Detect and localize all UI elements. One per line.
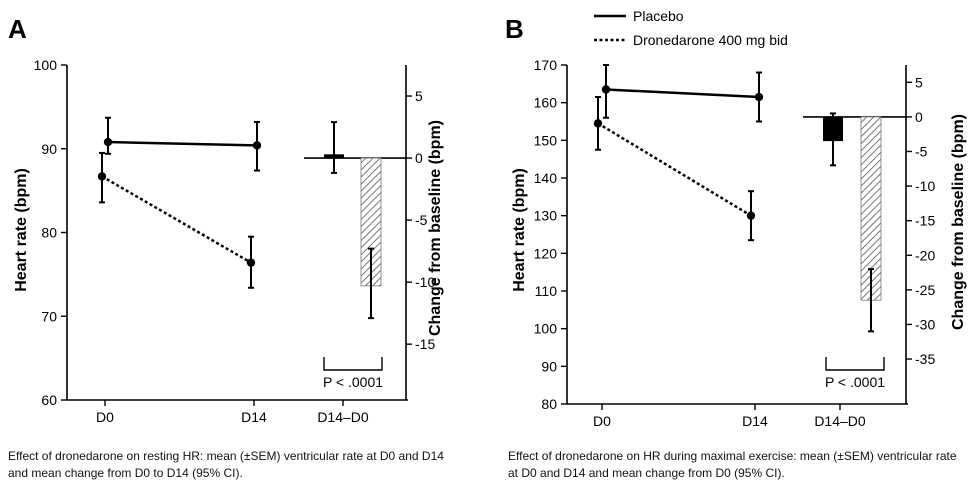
tick-label: D0 xyxy=(593,413,611,429)
panel-a-right-tick-labels: 5 0 -5 -10 -15 xyxy=(415,88,435,352)
tick-label: 100 xyxy=(34,57,58,73)
tick-label: D14 xyxy=(742,413,768,429)
legend-label-placebo: Placebo xyxy=(633,8,684,24)
tick-label: 60 xyxy=(41,392,57,408)
tick-label: 120 xyxy=(534,245,558,261)
tick-label: 5 xyxy=(415,88,423,104)
placebo-line xyxy=(605,88,760,99)
panel-b-right-tick-labels: 5 0 -5 -10 -15 -20 -25 -30 -35 xyxy=(915,74,935,367)
figure-canvas: A Heart rate (bpm) Change from baseline … xyxy=(8,8,967,429)
panel-b-y-axis-title: Heart rate (bpm) xyxy=(511,168,528,292)
tick-label: -5 xyxy=(915,143,928,159)
dronedarone-point xyxy=(593,119,603,128)
panel-a-p-value: P < .0001 xyxy=(323,374,383,390)
tick-label: 80 xyxy=(41,225,57,241)
placebo-point xyxy=(103,137,113,147)
significance-bracket xyxy=(825,357,885,371)
panel-a-y2-axis-title: Change from baseline (bpm) xyxy=(427,120,444,336)
panel-b: B Heart rate (bpm) Change from baseline … xyxy=(505,8,967,429)
panel-a-left-tick-labels: 60 70 80 90 100 xyxy=(34,57,58,408)
dronedarone-line xyxy=(597,122,752,217)
tick-label: 140 xyxy=(534,170,558,186)
tick-label: 90 xyxy=(41,141,57,157)
tick-label: 80 xyxy=(541,396,557,412)
placebo-point xyxy=(754,92,764,102)
tick-label: -25 xyxy=(915,282,935,298)
tick-label: 0 xyxy=(915,109,923,125)
tick-label: -15 xyxy=(415,336,435,352)
tick-label: D14 xyxy=(241,409,267,425)
tick-label: D14–D0 xyxy=(814,413,866,429)
tick-label: -10 xyxy=(415,274,435,290)
panel-b-p-value: P < .0001 xyxy=(825,374,885,390)
tick-label: -10 xyxy=(915,178,935,194)
panel-a: A Heart rate (bpm) Change from baseline … xyxy=(8,14,444,425)
panel-a-caption: Effect of dronedarone on resting HR: mea… xyxy=(8,449,444,480)
tick-label: -30 xyxy=(915,316,935,332)
panel-b-x-tick-labels: D0 D14 D14–D0 xyxy=(593,413,866,429)
tick-label: 160 xyxy=(534,95,558,111)
tick-label: 130 xyxy=(534,208,558,224)
tick-label: 150 xyxy=(534,132,558,148)
panel-a-marks xyxy=(61,64,412,406)
dronedarone-point xyxy=(246,258,256,267)
panel-b-caption: Effect of dronedarone on HR during maxim… xyxy=(508,449,957,480)
tick-label: 0 xyxy=(415,150,423,166)
tick-label: 5 xyxy=(915,74,923,90)
placebo-line xyxy=(107,140,258,147)
tick-label: -35 xyxy=(915,351,935,367)
placebo-point xyxy=(252,141,262,150)
dronedarone-line xyxy=(101,175,252,264)
significance-bracket xyxy=(323,357,383,371)
legend-label-dronedarone: Dronedarone 400 mg bid xyxy=(633,32,788,48)
tick-label: -20 xyxy=(915,247,935,263)
panel-b-marks xyxy=(561,64,912,410)
panel-b-left-tick-labels: 80 90 100 110 120 130 140 150 160 170 xyxy=(534,57,558,412)
panel-b-y2-axis-title: Change from baseline (bpm) xyxy=(950,114,967,330)
panel-a-y-axis-title: Heart rate (bpm) xyxy=(13,168,30,292)
dronedarone-point xyxy=(97,172,107,181)
tick-label: 170 xyxy=(534,57,558,73)
tick-label: D0 xyxy=(96,409,114,425)
tick-label: D14–D0 xyxy=(317,409,369,425)
panel-a-x-tick-labels: D0 D14 D14–D0 xyxy=(96,409,369,425)
tick-label: 70 xyxy=(41,308,57,324)
tick-label: 90 xyxy=(541,358,557,374)
tick-label: -5 xyxy=(415,212,428,228)
tick-label: -15 xyxy=(915,213,935,229)
tick-label: 110 xyxy=(535,283,558,299)
placebo-point xyxy=(601,85,611,94)
legend: Placebo Dronedarone 400 mg bid xyxy=(594,8,788,48)
tick-label: 100 xyxy=(534,321,558,337)
panel-a-letter: A xyxy=(8,14,27,44)
dronedarone-point xyxy=(746,211,756,220)
panel-b-letter: B xyxy=(505,14,524,44)
